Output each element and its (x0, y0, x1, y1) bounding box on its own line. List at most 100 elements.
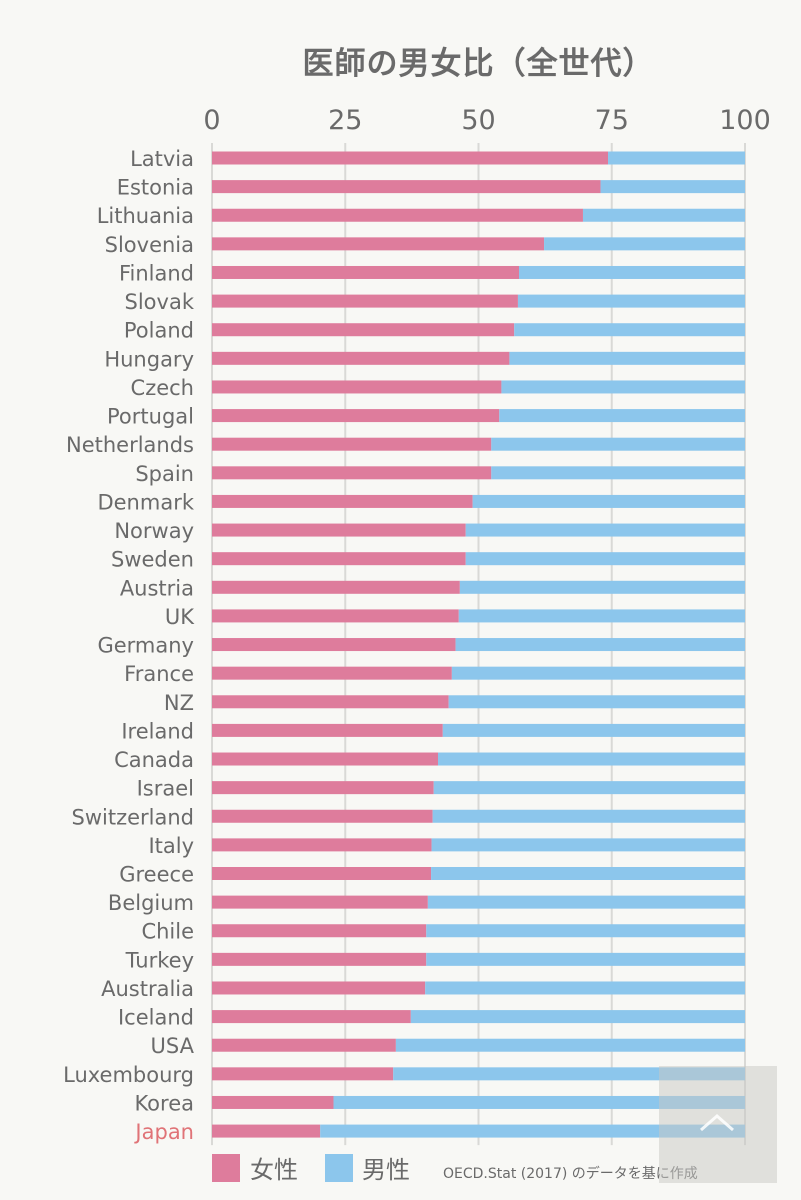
bar-female (212, 1095, 334, 1109)
category-labels: Latvia Estonia Lithuania Slovenia Finland Slo… (63, 147, 195, 1144)
category-label: Turkey (125, 948, 194, 972)
bar-male (600, 180, 745, 194)
category-label: France (124, 662, 194, 686)
bar-male (582, 208, 745, 222)
bar-female (212, 695, 449, 709)
bar-female (212, 781, 434, 795)
x-tick-label: 75 (595, 105, 629, 136)
bar-male (426, 952, 745, 966)
bar-female (212, 294, 518, 308)
bar-male (431, 867, 745, 880)
category-label: Australia (101, 977, 194, 1001)
bar-male (425, 981, 745, 995)
category-label: Czech (131, 376, 194, 400)
scroll-to-top-button[interactable] (659, 1066, 777, 1183)
bar-male (514, 323, 745, 337)
bar-male (433, 781, 745, 795)
bar-male (519, 265, 745, 279)
bar-female (212, 380, 502, 394)
bar-male (448, 695, 745, 709)
bar-male (432, 809, 745, 823)
source-note: OECD.Stat (2017) のデータを基に作成 (443, 1165, 698, 1182)
bar-female (212, 409, 500, 423)
category-label: Netherlands (66, 433, 194, 457)
bar-female (212, 1038, 396, 1052)
bar-female (212, 466, 492, 480)
category-label: Canada (114, 748, 194, 772)
category-label: Lithuania (97, 204, 194, 228)
bar-male (501, 380, 745, 394)
x-tick-label: 25 (328, 105, 362, 136)
bar-female (212, 523, 466, 537)
bar-female (212, 752, 438, 766)
bar-female (212, 552, 466, 566)
x-tick-label: 50 (461, 105, 495, 136)
bar-female (212, 809, 433, 823)
category-label: Poland (124, 319, 194, 343)
bar-female (212, 723, 443, 737)
bar-male (426, 924, 745, 938)
legend-label-male: 男性 (362, 1156, 410, 1184)
category-label: UK (165, 605, 195, 629)
bar-female (212, 867, 432, 880)
category-label: NZ (164, 691, 194, 715)
bar-male (517, 294, 745, 308)
category-label: Switzerland (72, 805, 195, 829)
bar-male (465, 523, 745, 537)
category-label: Austria (120, 576, 194, 600)
category-label: Portugal (107, 405, 194, 429)
bar-female (212, 237, 545, 251)
category-label: Greece (119, 863, 194, 887)
bar-male (320, 1124, 745, 1138)
category-label: Estonia (117, 176, 194, 200)
bar-female (212, 838, 432, 852)
bar-female (212, 924, 427, 938)
legend-swatch-male (325, 1154, 353, 1182)
bar-male (509, 351, 745, 365)
bar-male (608, 151, 745, 165)
category-label: USA (151, 1034, 195, 1058)
bar-male (437, 752, 745, 766)
bar-female (212, 151, 609, 165)
category-label: Slovak (125, 290, 195, 314)
bars (212, 151, 745, 1138)
bar-male (491, 466, 745, 480)
bar-male (465, 552, 745, 566)
category-label: Italy (148, 834, 194, 858)
bar-female (212, 323, 515, 337)
bar-female (212, 494, 473, 508)
bar-male (451, 666, 745, 680)
bar-female (212, 609, 459, 623)
bar-male (459, 580, 745, 594)
category-label: Hungary (104, 347, 194, 371)
category-label: Iceland (118, 1006, 194, 1030)
bar-male (455, 638, 745, 652)
category-label: Japan (133, 1120, 194, 1144)
category-label: Ireland (121, 719, 194, 743)
bar-male (393, 1067, 745, 1081)
category-label: Slovenia (105, 233, 194, 257)
bar-male (427, 895, 745, 909)
bar-male (333, 1095, 745, 1109)
x-tick-label: 100 (719, 105, 771, 136)
x-axis-ticks: 0 25 50 75 100 (203, 105, 770, 136)
category-label: Chile (141, 920, 194, 944)
legend-swatch-female (212, 1154, 240, 1182)
bar-female (212, 1067, 394, 1081)
chevron-up-icon (700, 1114, 734, 1132)
bar-female (212, 180, 601, 194)
bar-female (212, 895, 428, 909)
x-tick-label: 0 (203, 105, 220, 136)
bar-female (212, 981, 426, 995)
bar-male (431, 838, 745, 852)
bar-male (544, 237, 745, 251)
legend: 女性 男性 (212, 1154, 410, 1184)
bar-female (212, 580, 460, 594)
category-label: Spain (135, 462, 194, 486)
bar-female (212, 265, 520, 279)
bar-male (410, 1010, 745, 1024)
bar-male (442, 723, 745, 737)
category-label: Denmark (97, 490, 194, 514)
bar-male (499, 409, 745, 423)
